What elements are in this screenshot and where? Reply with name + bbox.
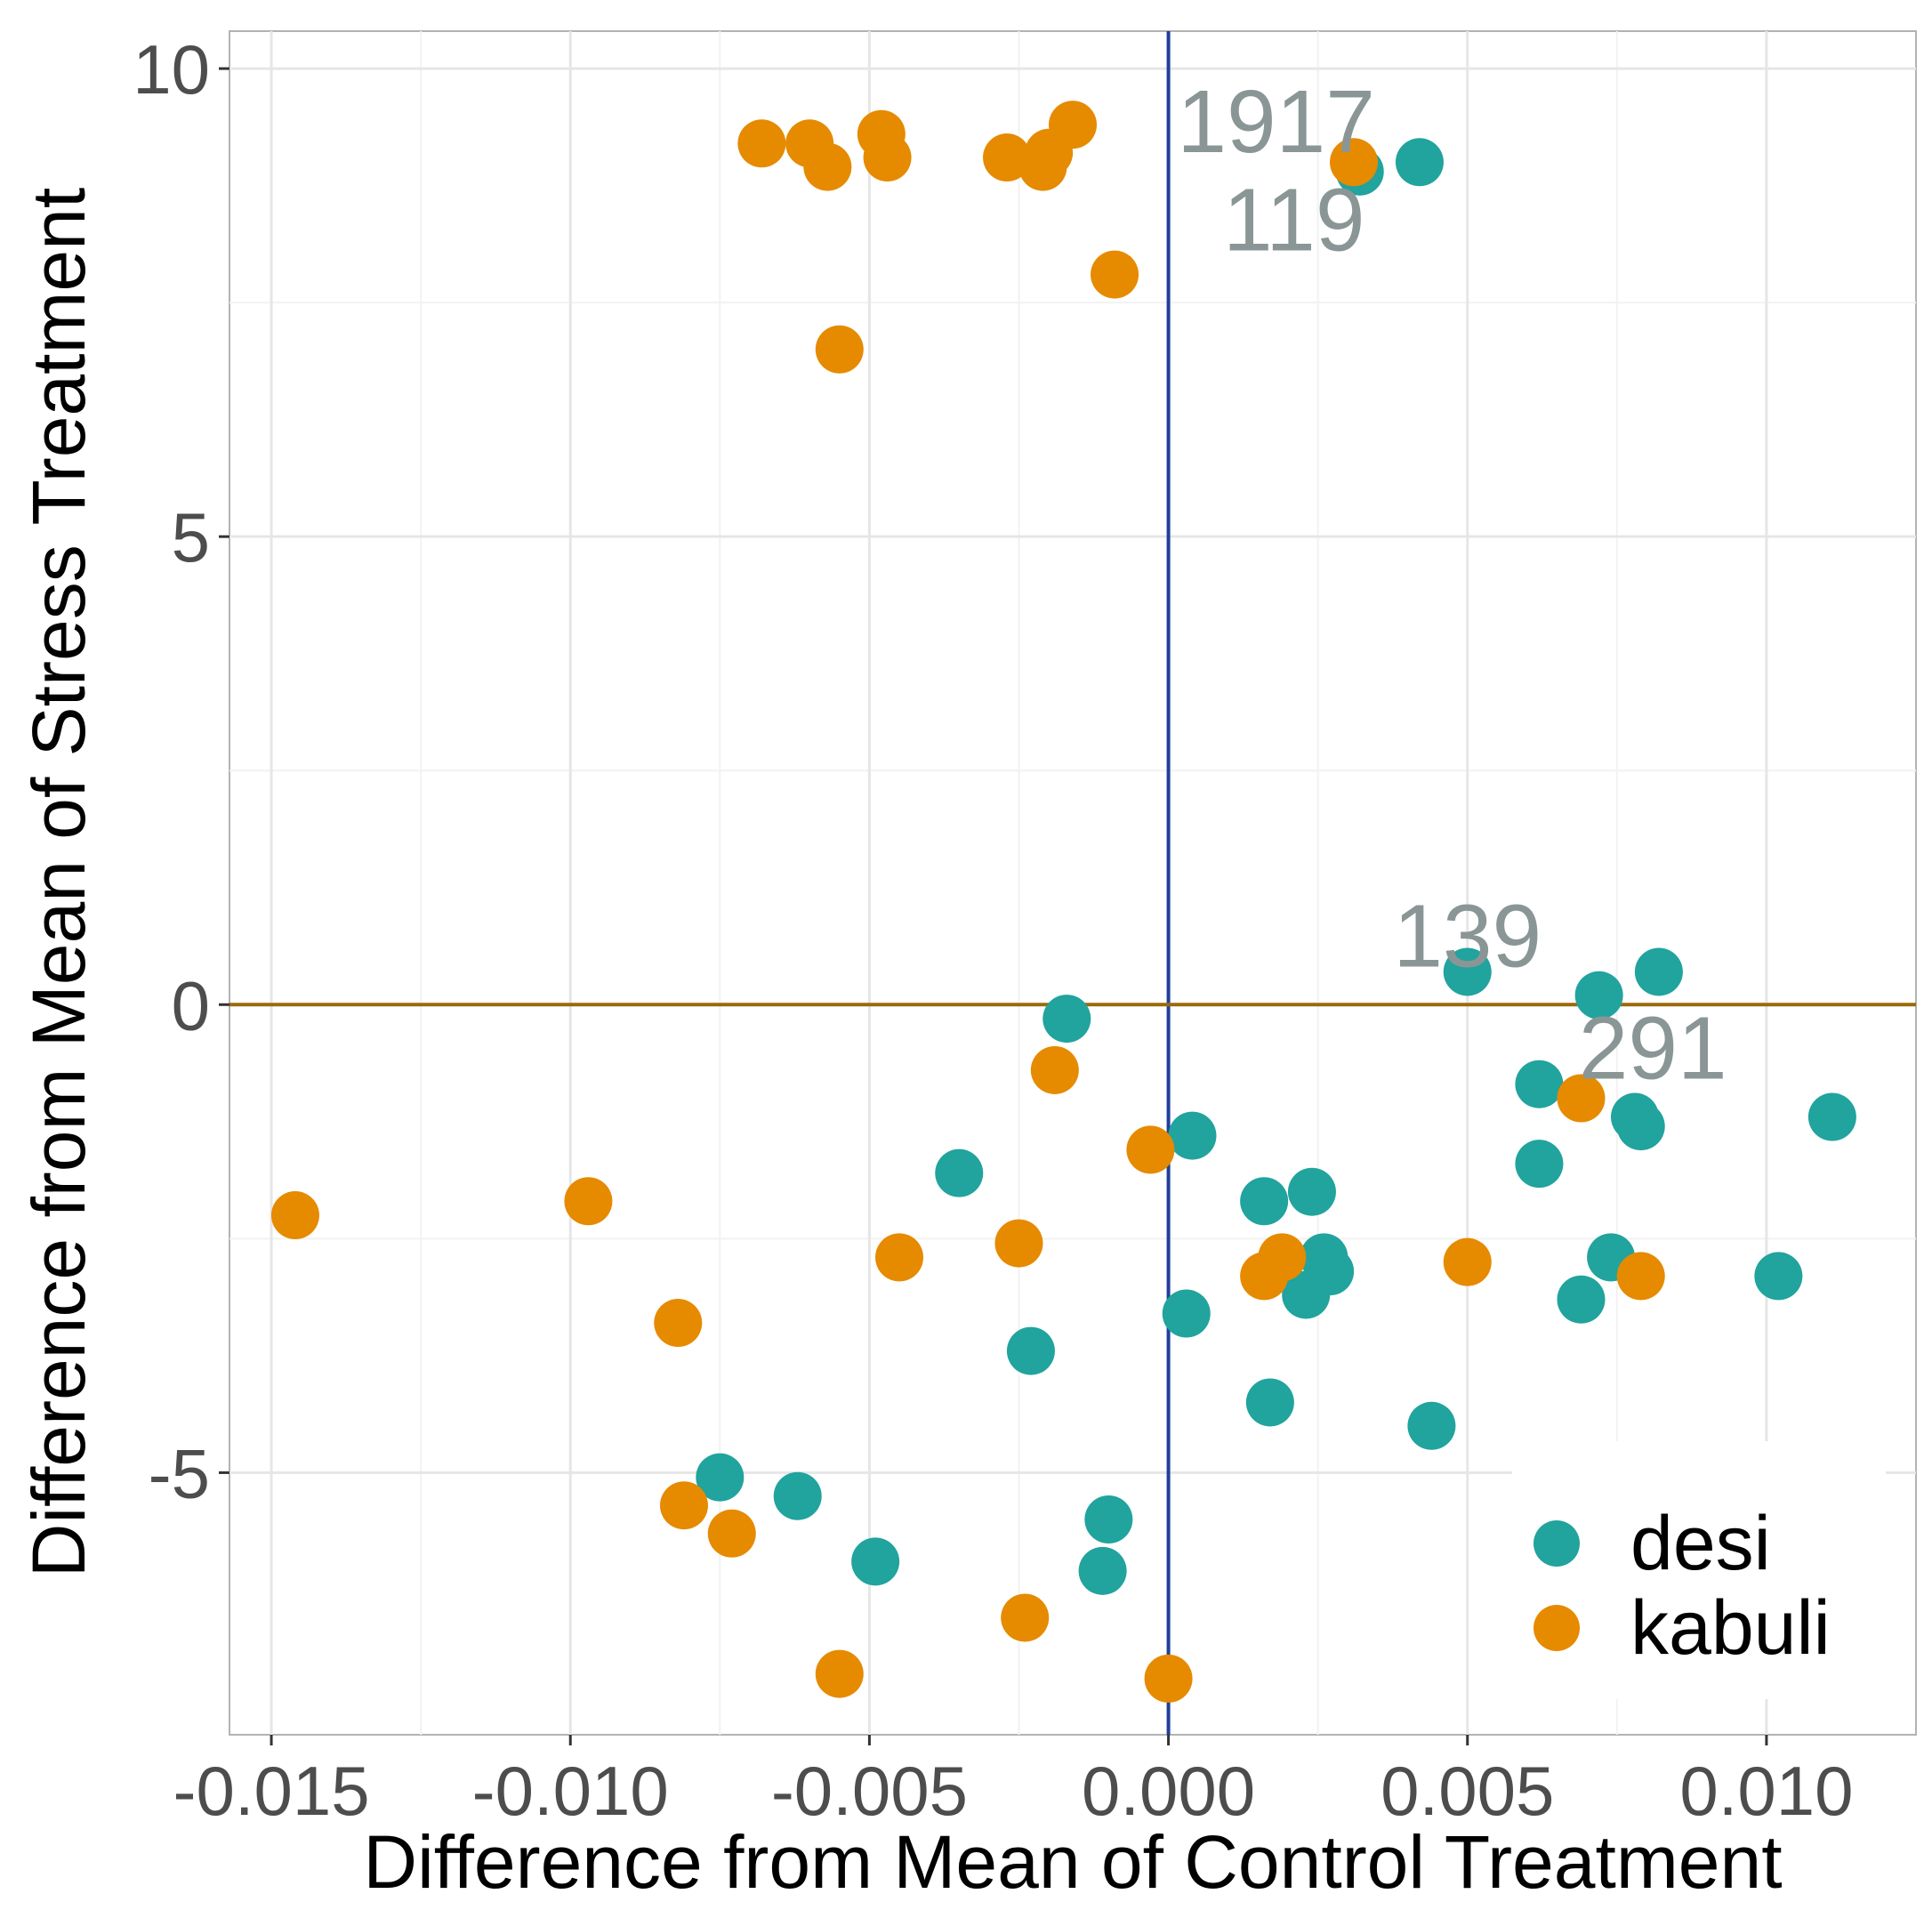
point-kabuli xyxy=(1443,1237,1492,1286)
x-tick-label: -0.010 xyxy=(472,1752,669,1830)
legend-key-kabuli xyxy=(1534,1605,1580,1651)
annotation-label: 291 xyxy=(1579,999,1727,1099)
y-axis-title: Difference from Mean of Stress Treatment xyxy=(17,188,101,1577)
point-desi xyxy=(1754,1252,1803,1301)
point-desi xyxy=(1162,1289,1211,1338)
x-tick-label: 0.000 xyxy=(1082,1752,1255,1830)
x-axis-title: Difference from Mean of Control Treatmen… xyxy=(363,1820,1782,1904)
grid-minor xyxy=(229,31,1916,1735)
point-desi xyxy=(1443,947,1492,996)
point-kabuli xyxy=(659,1481,708,1530)
legend-label-kabuli: kabuli xyxy=(1630,1585,1831,1671)
point-desi xyxy=(1287,1167,1336,1216)
point-desi xyxy=(1616,1102,1665,1151)
point-kabuli xyxy=(815,325,864,374)
point-kabuli xyxy=(1049,101,1097,149)
x-axis-ticks: -0.015 -0.010 -0.005 0.000 0.005 0.010 xyxy=(173,1735,1854,1830)
point-kabuli xyxy=(1557,1074,1606,1123)
point-kabuli xyxy=(994,1219,1043,1268)
point-kabuli xyxy=(983,133,1032,182)
point-desi xyxy=(935,1148,984,1197)
x-tick-label: 0.005 xyxy=(1381,1752,1554,1830)
point-kabuli xyxy=(270,1191,319,1240)
point-desi xyxy=(696,1453,745,1502)
point-desi xyxy=(1634,947,1683,996)
annotation-label: 139 xyxy=(1393,886,1542,986)
point-desi xyxy=(1574,971,1623,1019)
point-kabuli xyxy=(875,1233,924,1282)
point-desi xyxy=(1407,1401,1456,1450)
point-kabuli xyxy=(1030,1045,1079,1094)
point-kabuli xyxy=(803,142,852,191)
point-desi xyxy=(851,1537,900,1586)
point-desi xyxy=(1168,1111,1217,1160)
point-kabuli xyxy=(863,133,912,182)
legend-background xyxy=(1512,1441,1886,1699)
point-kabuli xyxy=(1001,1593,1050,1642)
y-tick-label: -5 xyxy=(149,1434,210,1512)
point-desi xyxy=(1395,138,1444,187)
point-kabuli xyxy=(1330,138,1378,187)
point-desi xyxy=(1807,1092,1856,1141)
point-kabuli xyxy=(815,1649,864,1698)
legend: desi kabuli xyxy=(1512,1441,1886,1699)
legend-label-desi: desi xyxy=(1630,1501,1771,1586)
point-kabuli xyxy=(1091,250,1139,299)
y-tick-label: 10 xyxy=(133,30,210,109)
point-desi xyxy=(1557,1275,1606,1324)
point-desi xyxy=(1282,1270,1331,1319)
point-desi xyxy=(1245,1378,1294,1427)
point-kabuli xyxy=(1126,1125,1175,1174)
point-kabuli xyxy=(1258,1233,1307,1282)
x-tick-label: -0.005 xyxy=(771,1752,968,1830)
x-tick-label: 0.010 xyxy=(1679,1752,1853,1830)
point-kabuli xyxy=(1144,1654,1193,1703)
point-kabuli xyxy=(654,1299,703,1348)
y-tick-label: 0 xyxy=(172,966,210,1044)
legend-key-desi xyxy=(1534,1520,1580,1567)
point-kabuli xyxy=(564,1177,613,1226)
point-desi xyxy=(1515,1060,1564,1108)
data-points xyxy=(270,101,1856,1703)
point-desi xyxy=(1515,1140,1564,1189)
point-desi xyxy=(773,1471,822,1520)
point-desi xyxy=(1240,1177,1289,1226)
y-axis-ticks: -5 0 5 10 xyxy=(133,30,229,1512)
point-desi xyxy=(1042,995,1091,1044)
point-kabuli xyxy=(737,119,786,168)
annotation-label: 1917 xyxy=(1177,72,1374,172)
point-kabuli xyxy=(707,1509,756,1558)
y-tick-label: 5 xyxy=(172,498,210,576)
x-tick-label: -0.015 xyxy=(173,1752,369,1830)
point-desi xyxy=(1084,1495,1133,1543)
point-desi xyxy=(1078,1546,1127,1595)
point-kabuli xyxy=(1616,1252,1665,1301)
annotation-label: 119 xyxy=(1223,170,1364,270)
point-desi xyxy=(1006,1326,1055,1375)
